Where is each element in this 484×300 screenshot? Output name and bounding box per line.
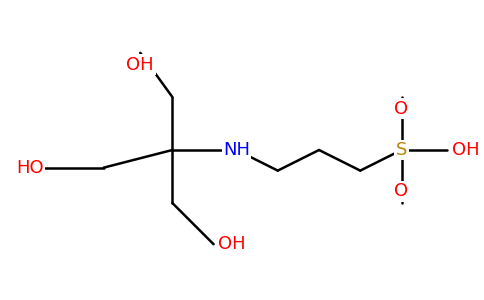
Text: OH: OH xyxy=(126,56,154,74)
Text: S: S xyxy=(396,141,407,159)
Text: O: O xyxy=(394,182,408,200)
Text: NH: NH xyxy=(223,141,250,159)
Text: OH: OH xyxy=(218,235,246,253)
Text: HO: HO xyxy=(16,159,44,177)
Text: O: O xyxy=(394,100,408,118)
Text: OH: OH xyxy=(452,141,480,159)
